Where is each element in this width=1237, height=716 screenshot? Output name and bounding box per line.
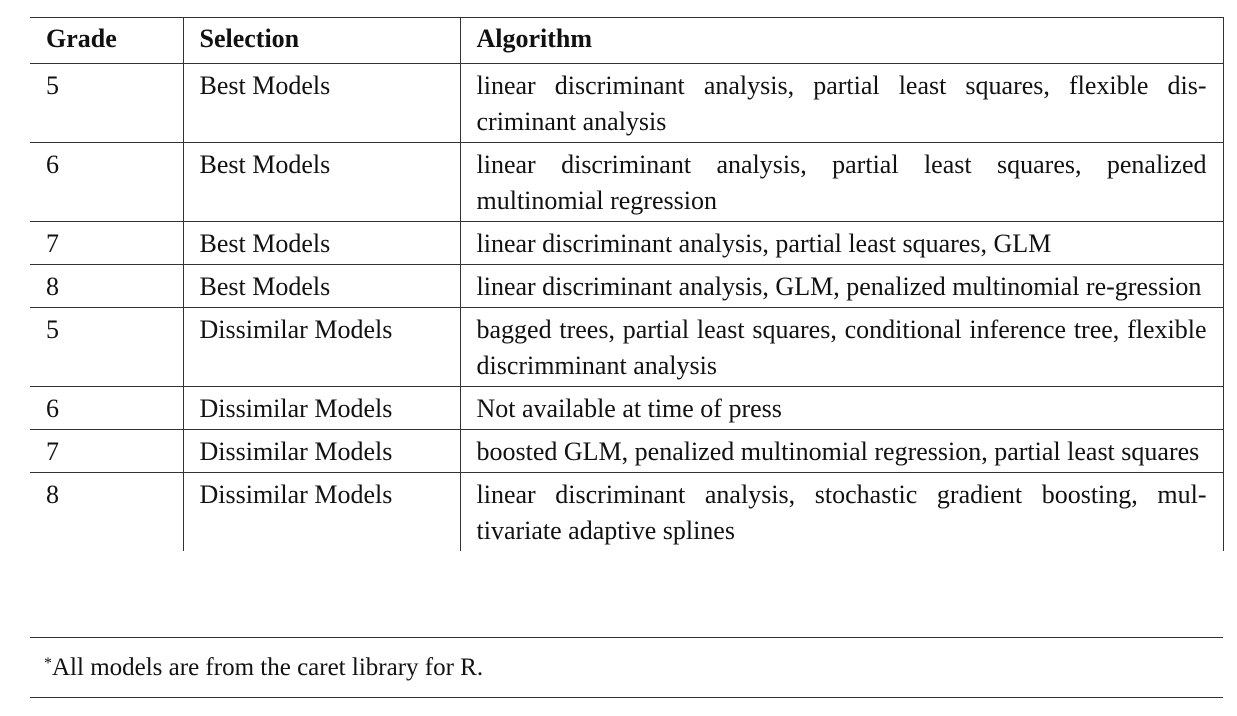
footnote-marker: * bbox=[44, 655, 52, 672]
cell-grade: 8 bbox=[30, 264, 184, 308]
cell-algorithm: linear discriminant analysis, partial le… bbox=[459, 221, 1224, 265]
header-algorithm: Algorithm bbox=[459, 17, 1224, 64]
cell-selection: Best Models bbox=[182, 264, 461, 308]
cell-selection: Dissimilar Models bbox=[182, 472, 461, 551]
table-row: 7 Dissimilar Models boosted GLM, penaliz… bbox=[30, 429, 1224, 473]
table-row: 5 Best Models linear discriminant analys… bbox=[30, 63, 1224, 143]
header-selection: Selection bbox=[182, 17, 461, 64]
cell-grade: 6 bbox=[30, 386, 184, 430]
cell-algorithm: bagged trees, partial least squares, con… bbox=[459, 307, 1224, 387]
models-table: Grade Selection Algorithm 5 Best Models … bbox=[30, 17, 1224, 551]
footnote-top-rule bbox=[30, 637, 1223, 638]
cell-selection: Best Models bbox=[182, 142, 461, 222]
cell-grade: 5 bbox=[30, 63, 184, 143]
table-row: 5 Dissimilar Models bagged trees, partia… bbox=[30, 307, 1224, 387]
header-grade: Grade bbox=[30, 17, 184, 64]
cell-grade: 6 bbox=[30, 142, 184, 222]
table-row: 8 Dissimilar Models linear discriminant … bbox=[30, 472, 1224, 551]
cell-selection: Dissimilar Models bbox=[182, 386, 461, 430]
footnote-bottom-rule bbox=[30, 697, 1223, 698]
table-row: 6 Best Models linear discriminant analys… bbox=[30, 142, 1224, 222]
cell-selection: Best Models bbox=[182, 221, 461, 265]
cell-selection: Best Models bbox=[182, 63, 461, 143]
cell-grade: 7 bbox=[30, 221, 184, 265]
cell-selection: Dissimilar Models bbox=[182, 307, 461, 387]
cell-grade: 8 bbox=[30, 472, 184, 551]
cell-grade: 7 bbox=[30, 429, 184, 473]
cell-algorithm: linear discriminant analysis, stochastic… bbox=[459, 472, 1224, 551]
cell-algorithm: linear discriminant analysis, partial le… bbox=[459, 142, 1224, 222]
models-table-container: Grade Selection Algorithm 5 Best Models … bbox=[30, 17, 1224, 551]
table-row: 8 Best Models linear discriminant analys… bbox=[30, 264, 1224, 308]
table-row: 7 Best Models linear discriminant analys… bbox=[30, 221, 1224, 265]
footnote: *All models are from the caret library f… bbox=[44, 650, 483, 686]
cell-algorithm: linear discriminant analysis, GLM, penal… bbox=[459, 264, 1224, 308]
cell-selection: Dissimilar Models bbox=[182, 429, 461, 473]
cell-algorithm: boosted GLM, penalized multinomial regre… bbox=[459, 429, 1224, 473]
cell-grade: 5 bbox=[30, 307, 184, 387]
header-row: Grade Selection Algorithm bbox=[30, 17, 1224, 64]
table-row: 6 Dissimilar Models Not available at tim… bbox=[30, 386, 1224, 430]
cell-algorithm: linear discriminant analysis, partial le… bbox=[459, 63, 1224, 143]
footnote-text: All models are from the caret library fo… bbox=[52, 654, 484, 681]
cell-algorithm: Not available at time of press bbox=[459, 386, 1224, 430]
